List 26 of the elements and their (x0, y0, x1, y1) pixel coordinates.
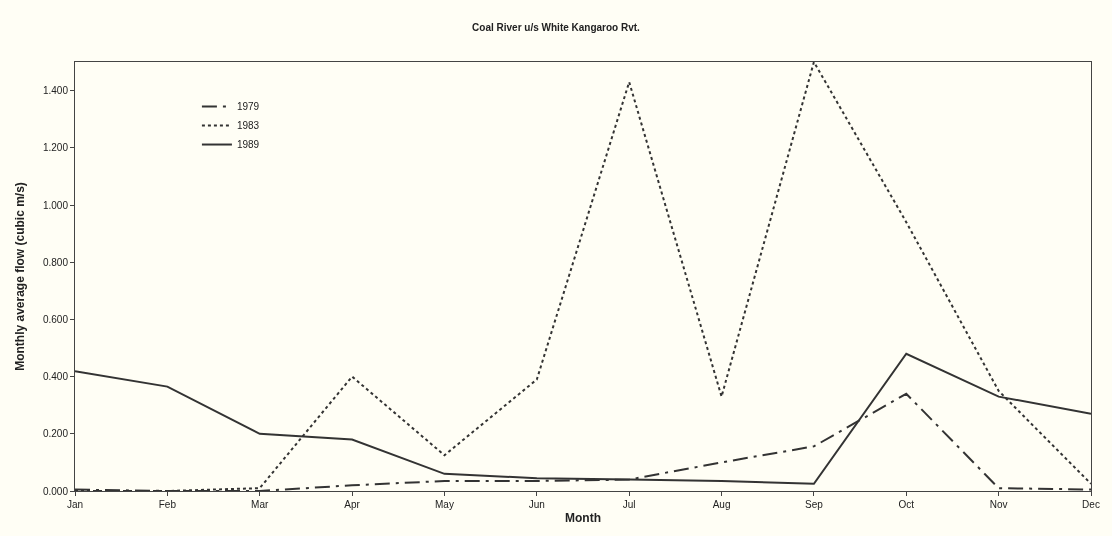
x-tick-label: Jun (528, 499, 545, 510)
chart-title: Coal River u/s White Kangaroo Rvt. (472, 22, 641, 34)
x-tick-label: Dec (1082, 499, 1100, 510)
x-tick-label: Jul (622, 499, 636, 510)
y-tick-label: 0.800 (42, 256, 69, 268)
x-tick-label: Aug (712, 499, 731, 510)
x-tick-label: May (435, 499, 454, 510)
legend-label: 1983 (236, 120, 260, 132)
legend-label: 1979 (236, 101, 260, 113)
y-tick-label: 0.200 (42, 428, 69, 440)
x-tick-label: Apr (344, 499, 361, 510)
legend-label: 1989 (236, 139, 260, 151)
y-tick-label: 1.400 (42, 85, 69, 97)
y-tick-label: 0.400 (42, 371, 69, 383)
x-tick-label: Jan (66, 499, 84, 510)
y-tick-label: 0.600 (42, 313, 69, 325)
x-tick-label: Feb (158, 499, 177, 510)
y-tick-label: 0.000 (42, 485, 69, 497)
x-tick-label: Sep (805, 499, 824, 510)
x-tick-label: Nov (989, 499, 1008, 510)
y-axis-title: Monthly average flow (cubic m/s) (13, 182, 28, 371)
x-tick-label: Mar (251, 499, 269, 510)
x-tick-label: Oct (898, 499, 915, 510)
y-tick-label: 1.200 (42, 142, 69, 154)
y-tick-label: 1.000 (42, 199, 69, 211)
x-axis-title: Month (565, 510, 601, 525)
